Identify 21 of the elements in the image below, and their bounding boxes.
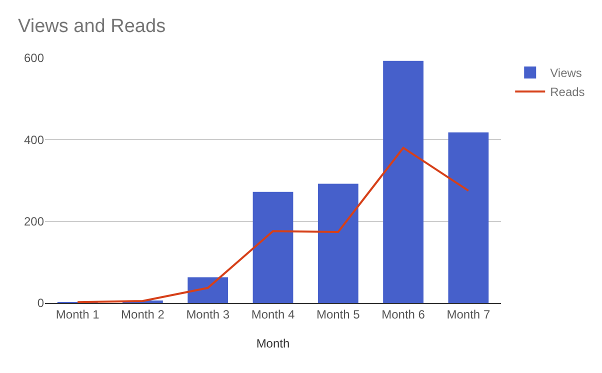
bar (318, 184, 358, 303)
x-tick-label: Month 6 (382, 307, 426, 322)
x-tick-label: Month 5 (316, 307, 360, 322)
x-tick-label: Month 7 (446, 307, 490, 322)
x-axis-title: Month (256, 336, 290, 350)
x-tick-label: Month 3 (186, 307, 230, 322)
bar (188, 277, 228, 303)
legend-label: Views (550, 66, 582, 80)
legend-label: Reads (550, 85, 585, 100)
x-tick-label: Month 4 (251, 307, 296, 322)
bar (383, 60, 424, 303)
x-tick-label: Month 2 (121, 307, 165, 322)
y-tick-label: 600 (24, 51, 44, 66)
y-tick-label: 400 (24, 132, 44, 147)
bar (252, 192, 294, 303)
x-tick-label: Month 1 (56, 307, 100, 322)
y-tick-label: 200 (24, 214, 44, 229)
bar (448, 132, 489, 303)
chart-title: Views and Reads (18, 16, 166, 37)
y-tick-label: 0 (37, 296, 44, 310)
line-series (76, 146, 470, 303)
